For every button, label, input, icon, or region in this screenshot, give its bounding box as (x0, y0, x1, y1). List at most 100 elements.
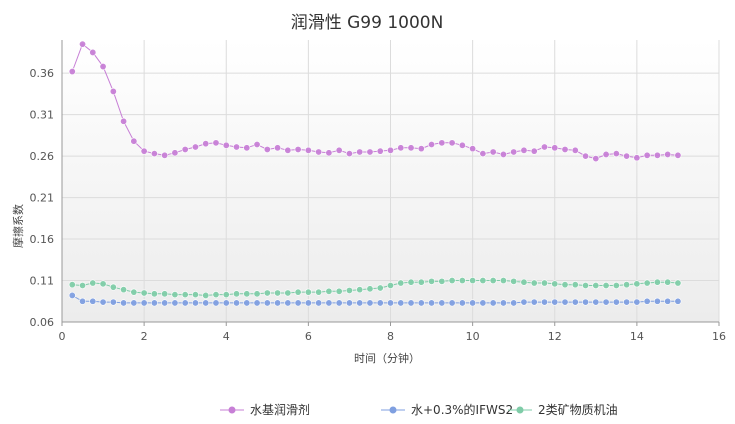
data-point[interactable] (212, 139, 220, 147)
data-point[interactable] (428, 299, 436, 307)
data-point[interactable] (520, 146, 528, 154)
data-point[interactable] (417, 145, 425, 153)
data-point[interactable] (366, 299, 374, 307)
data-point[interactable] (212, 291, 220, 299)
data-point[interactable] (294, 299, 302, 307)
data-point[interactable] (274, 299, 282, 307)
data-point[interactable] (294, 288, 302, 296)
data-point[interactable] (325, 149, 333, 157)
data-point[interactable] (458, 141, 466, 149)
data-point[interactable] (592, 298, 600, 306)
data-point[interactable] (202, 140, 210, 148)
data-point[interactable] (499, 150, 507, 158)
data-point[interactable] (345, 286, 353, 294)
data-point[interactable] (479, 277, 487, 285)
data-point[interactable] (171, 291, 179, 299)
data-point[interactable] (510, 299, 518, 307)
data-point[interactable] (458, 299, 466, 307)
data-point[interactable] (335, 299, 343, 307)
data-point[interactable] (479, 150, 487, 158)
legend-item[interactable]: 2类矿物质机油 (508, 403, 618, 417)
data-point[interactable] (592, 155, 600, 163)
data-point[interactable] (171, 149, 179, 157)
data-point[interactable] (356, 148, 364, 156)
data-point[interactable] (284, 299, 292, 307)
data-point[interactable] (561, 145, 569, 153)
data-point[interactable] (263, 145, 271, 153)
data-point[interactable] (222, 291, 230, 299)
data-point[interactable] (633, 298, 641, 306)
data-point[interactable] (253, 290, 261, 298)
data-point[interactable] (664, 278, 672, 286)
data-point[interactable] (540, 143, 548, 151)
data-point[interactable] (366, 148, 374, 156)
data-point[interactable] (89, 297, 97, 305)
data-point[interactable] (140, 299, 148, 307)
data-point[interactable] (99, 63, 107, 71)
data-point[interactable] (571, 146, 579, 154)
data-point[interactable] (181, 291, 189, 299)
data-point[interactable] (140, 147, 148, 155)
data-point[interactable] (120, 299, 128, 307)
data-point[interactable] (386, 146, 394, 154)
data-point[interactable] (181, 299, 189, 307)
data-point[interactable] (510, 277, 518, 285)
data-point[interactable] (335, 146, 343, 154)
data-point[interactable] (489, 148, 497, 156)
data-point[interactable] (161, 299, 169, 307)
data-point[interactable] (540, 279, 548, 287)
data-point[interactable] (304, 146, 312, 154)
data-point[interactable] (428, 277, 436, 285)
legend-item[interactable]: 水+0.3%的IFWS2 (381, 402, 513, 417)
data-point[interactable] (79, 282, 87, 290)
data-point[interactable] (181, 145, 189, 153)
data-point[interactable] (243, 299, 251, 307)
data-point[interactable] (79, 297, 87, 305)
data-point[interactable] (438, 139, 446, 147)
data-point[interactable] (397, 144, 405, 152)
data-point[interactable] (530, 298, 538, 306)
data-point[interactable] (499, 299, 507, 307)
data-point[interactable] (376, 284, 384, 292)
data-point[interactable] (274, 289, 282, 297)
data-point[interactable] (623, 152, 631, 160)
data-point[interactable] (222, 299, 230, 307)
data-point[interactable] (417, 299, 425, 307)
data-point[interactable] (633, 154, 641, 162)
data-point[interactable] (140, 289, 148, 297)
data-point[interactable] (623, 281, 631, 289)
data-point[interactable] (191, 299, 199, 307)
data-point[interactable] (89, 48, 97, 56)
data-point[interactable] (397, 299, 405, 307)
data-point[interactable] (407, 278, 415, 286)
data-point[interactable] (551, 144, 559, 152)
data-point[interactable] (674, 297, 682, 305)
data-point[interactable] (438, 277, 446, 285)
data-point[interactable] (109, 87, 117, 95)
data-point[interactable] (417, 278, 425, 286)
data-point[interactable] (89, 279, 97, 287)
data-point[interactable] (540, 298, 548, 306)
data-point[interactable] (612, 298, 620, 306)
data-point[interactable] (510, 148, 518, 156)
data-point[interactable] (130, 299, 138, 307)
data-point[interactable] (612, 150, 620, 158)
data-point[interactable] (325, 299, 333, 307)
data-point[interactable] (233, 299, 241, 307)
data-point[interactable] (602, 150, 610, 158)
data-point[interactable] (376, 299, 384, 307)
data-point[interactable] (469, 299, 477, 307)
data-point[interactable] (263, 299, 271, 307)
data-point[interactable] (438, 299, 446, 307)
data-point[interactable] (191, 143, 199, 151)
data-point[interactable] (345, 299, 353, 307)
data-point[interactable] (356, 299, 364, 307)
data-point[interactable] (150, 299, 158, 307)
data-point[interactable] (304, 288, 312, 296)
data-point[interactable] (161, 151, 169, 159)
data-point[interactable] (304, 299, 312, 307)
data-point[interactable] (499, 277, 507, 285)
data-point[interactable] (489, 277, 497, 285)
data-point[interactable] (653, 278, 661, 286)
data-point[interactable] (222, 141, 230, 149)
